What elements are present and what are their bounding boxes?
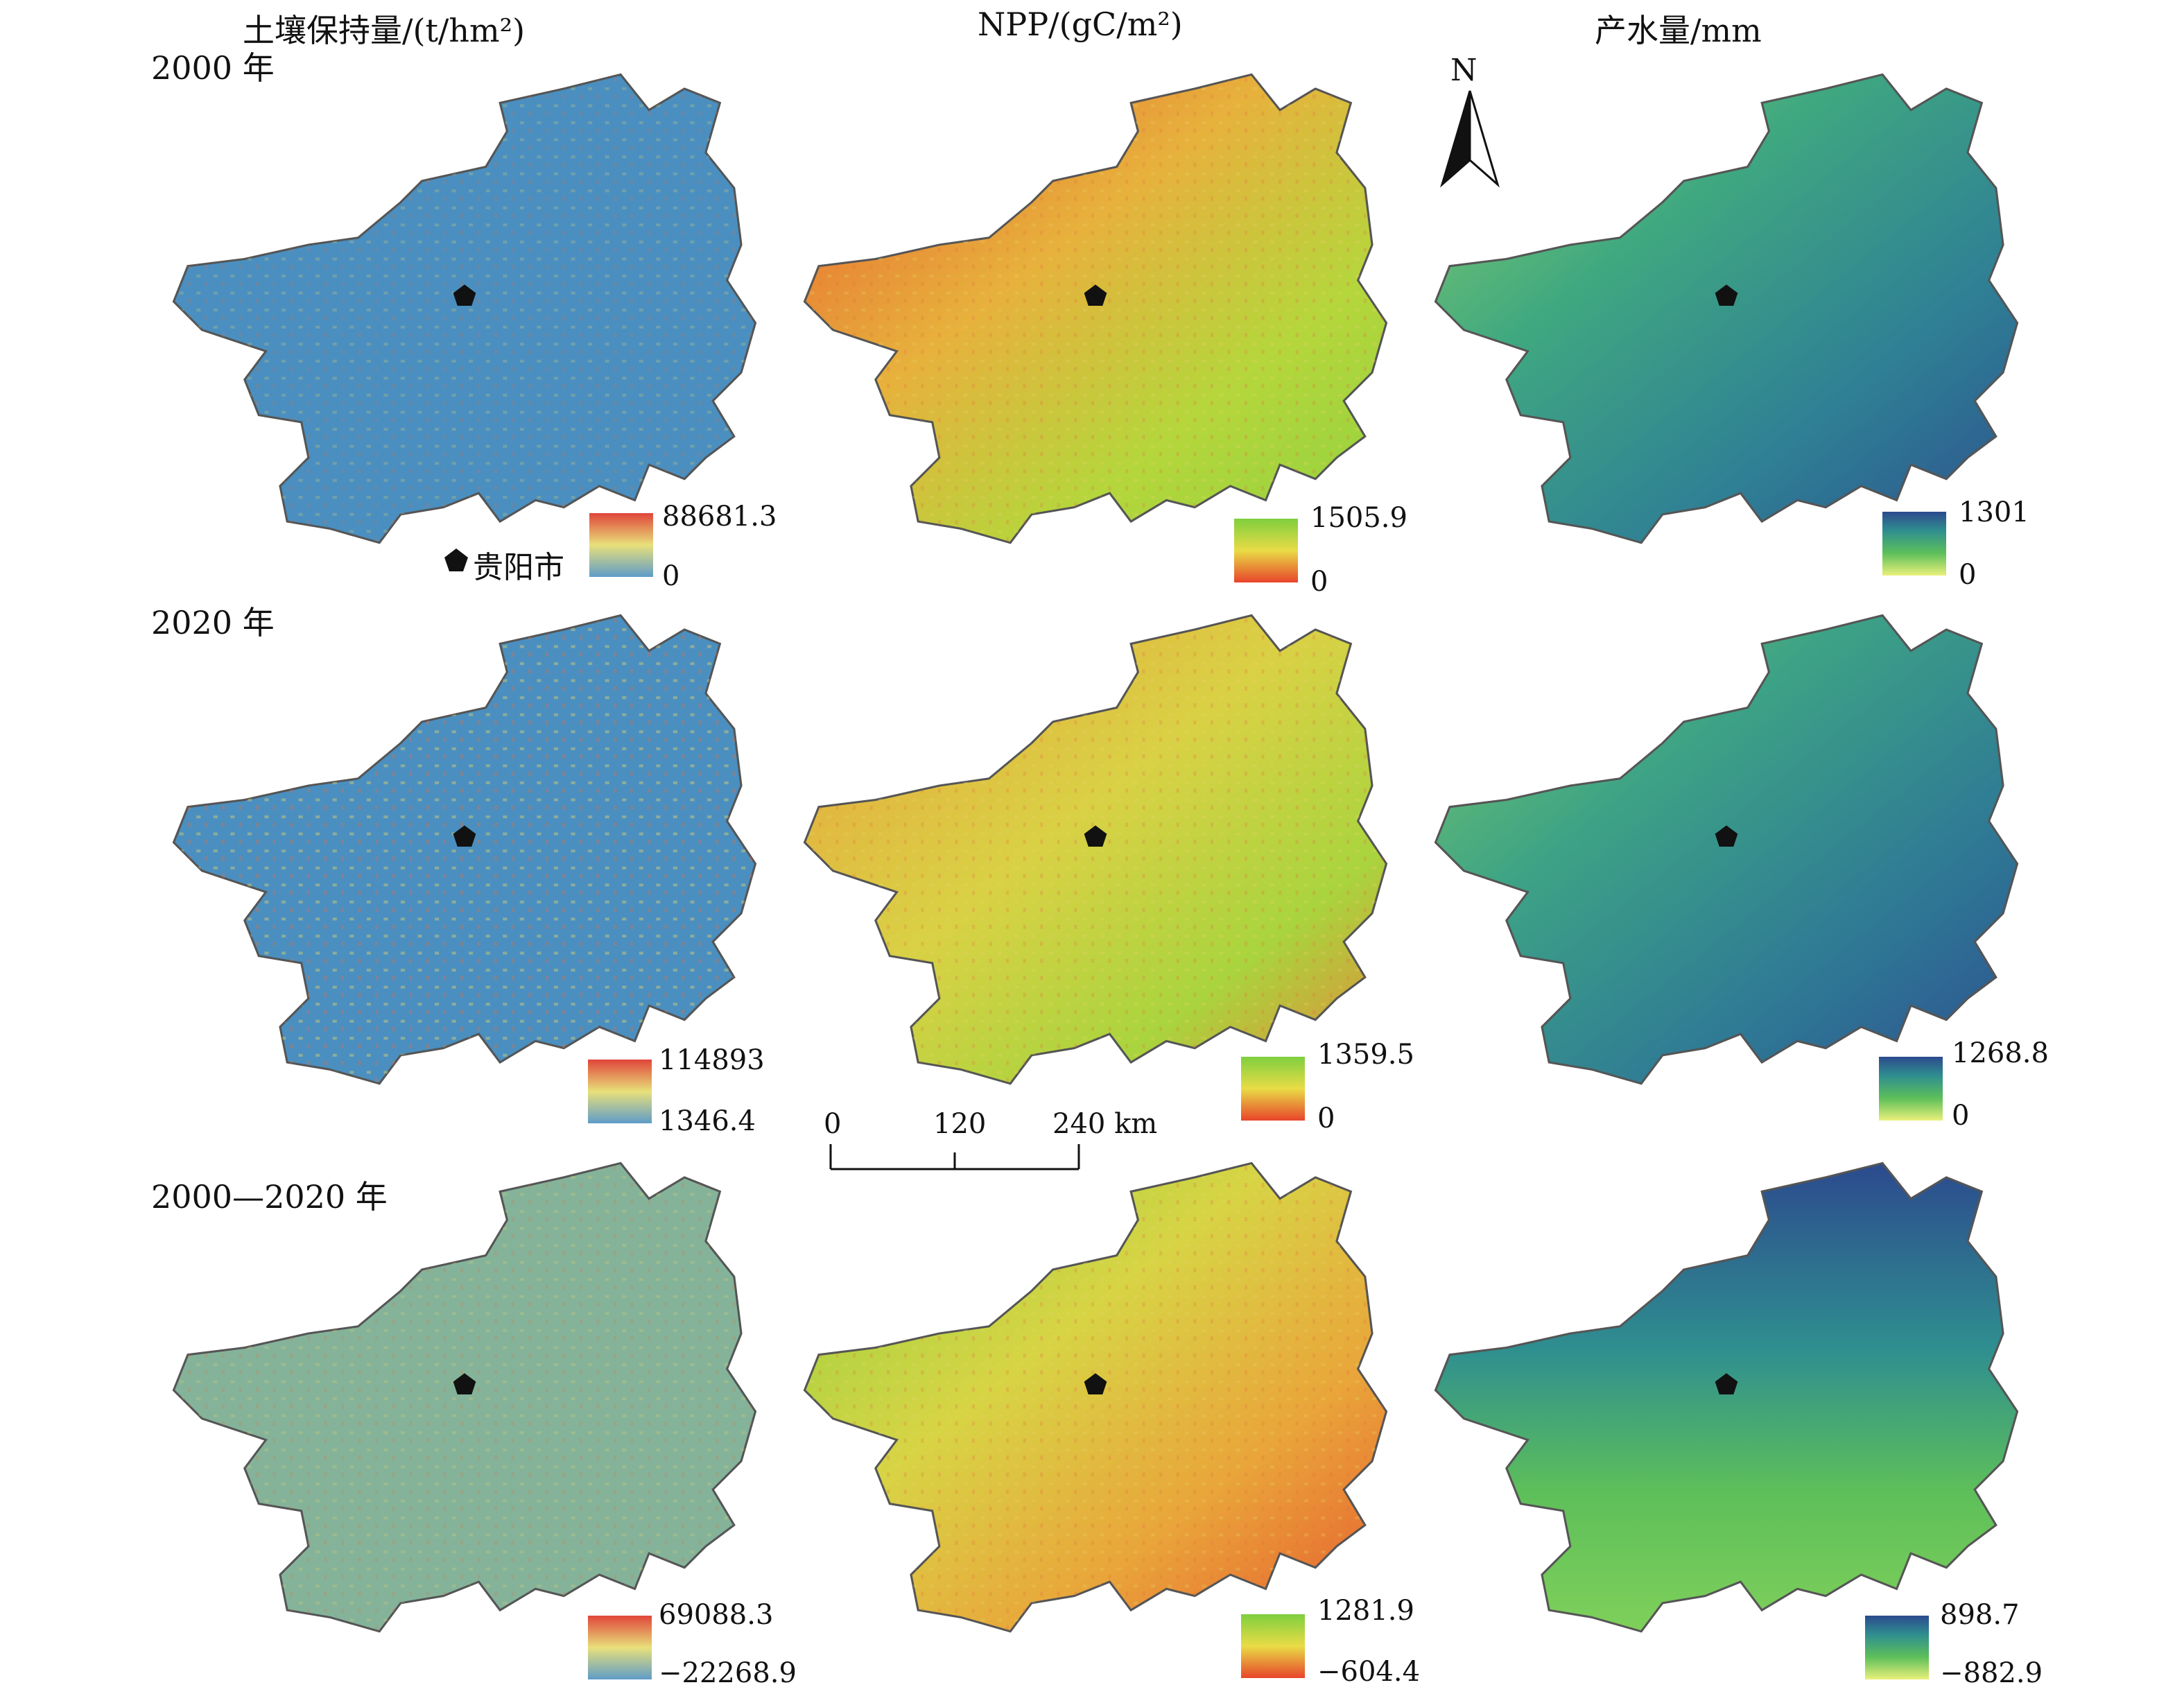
map-npp-2000 — [803, 73, 1388, 544]
map-soil-2000 — [172, 73, 757, 544]
guiyang-marker — [1715, 825, 1738, 847]
map-soil-2020 — [172, 614, 757, 1085]
legend-npp-2020 — [1241, 1057, 1305, 1121]
legend-water-2000-min: 0 — [1959, 559, 1977, 591]
legend-soil-2020-min: 1346.4 — [659, 1105, 756, 1137]
legend-water-2020-min: 0 — [1952, 1100, 1970, 1132]
north-label: N — [1450, 53, 1477, 88]
map-npp-2020 — [803, 614, 1388, 1085]
legend-water-2020 — [1879, 1057, 1943, 1121]
legend-npp-2000-min: 0 — [1310, 566, 1328, 598]
legend-water-change-max: 898.7 — [1940, 1599, 2020, 1631]
legend-water-change-min: −882.9 — [1940, 1657, 2043, 1689]
guiyang-marker — [1084, 1373, 1107, 1395]
legend-npp-change-min: −604.4 — [1317, 1656, 1421, 1688]
legend-npp-2020-max: 1359.5 — [1317, 1039, 1414, 1071]
scale-tick-120: 120 — [933, 1108, 987, 1140]
row-label-change: 2000—2020 年 — [151, 1178, 388, 1216]
guiyang-marker — [453, 1373, 476, 1395]
map-npp-change — [803, 1161, 1388, 1633]
legend-soil-change — [588, 1616, 652, 1679]
guiyang-marker — [453, 825, 476, 847]
pentagon-icon — [444, 548, 468, 571]
guiyang-marker — [1084, 284, 1107, 306]
legend-soil-2000 — [589, 513, 653, 577]
legend-npp-change — [1241, 1614, 1305, 1678]
guiyang-marker — [1715, 1373, 1738, 1395]
row-label-2020: 2020 年 — [151, 604, 275, 641]
column-title-water: 产水量/mm — [1595, 12, 1762, 49]
row-label-2000: 2000 年 — [151, 49, 275, 87]
guiyang-marker — [453, 284, 476, 306]
guiyang-marker — [1715, 284, 1738, 306]
legend-soil-2020 — [588, 1060, 652, 1123]
legend-soil-change-min: −22268.9 — [659, 1657, 797, 1689]
column-title-soil: 土壤保持量/(t/hm²) — [243, 12, 526, 49]
legend-water-2000-max: 1301 — [1959, 496, 2029, 528]
scale-tick-0: 0 — [824, 1108, 842, 1140]
north-arrow-icon — [1440, 90, 1500, 188]
column-title-npp: NPP/(gC/m²) — [978, 6, 1183, 43]
map-soil-change — [172, 1161, 757, 1633]
legend-soil-2000-min: 0 — [662, 560, 680, 592]
legend-water-change — [1865, 1616, 1929, 1679]
legend-soil-2000-max: 88681.3 — [662, 501, 777, 533]
legend-npp-2000-max: 1505.9 — [1310, 502, 1407, 534]
guiyang-legend-label: 贵阳市 — [473, 550, 564, 585]
scale-tick-240: 240 km — [1052, 1108, 1158, 1140]
map-water-2000 — [1434, 73, 2019, 544]
scale-bar — [829, 1144, 1080, 1170]
legend-npp-change-max: 1281.9 — [1317, 1595, 1414, 1627]
legend-soil-2020-max: 114893 — [659, 1044, 765, 1076]
guiyang-marker — [1084, 825, 1107, 847]
legend-npp-2000 — [1234, 519, 1298, 582]
legend-soil-change-max: 69088.3 — [659, 1599, 774, 1631]
legend-water-2000 — [1882, 512, 1946, 576]
legend-npp-2020-min: 0 — [1317, 1103, 1335, 1134]
map-water-2020 — [1434, 614, 2019, 1085]
map-water-change — [1434, 1161, 2019, 1633]
legend-water-2020-max: 1268.8 — [1952, 1037, 2049, 1069]
